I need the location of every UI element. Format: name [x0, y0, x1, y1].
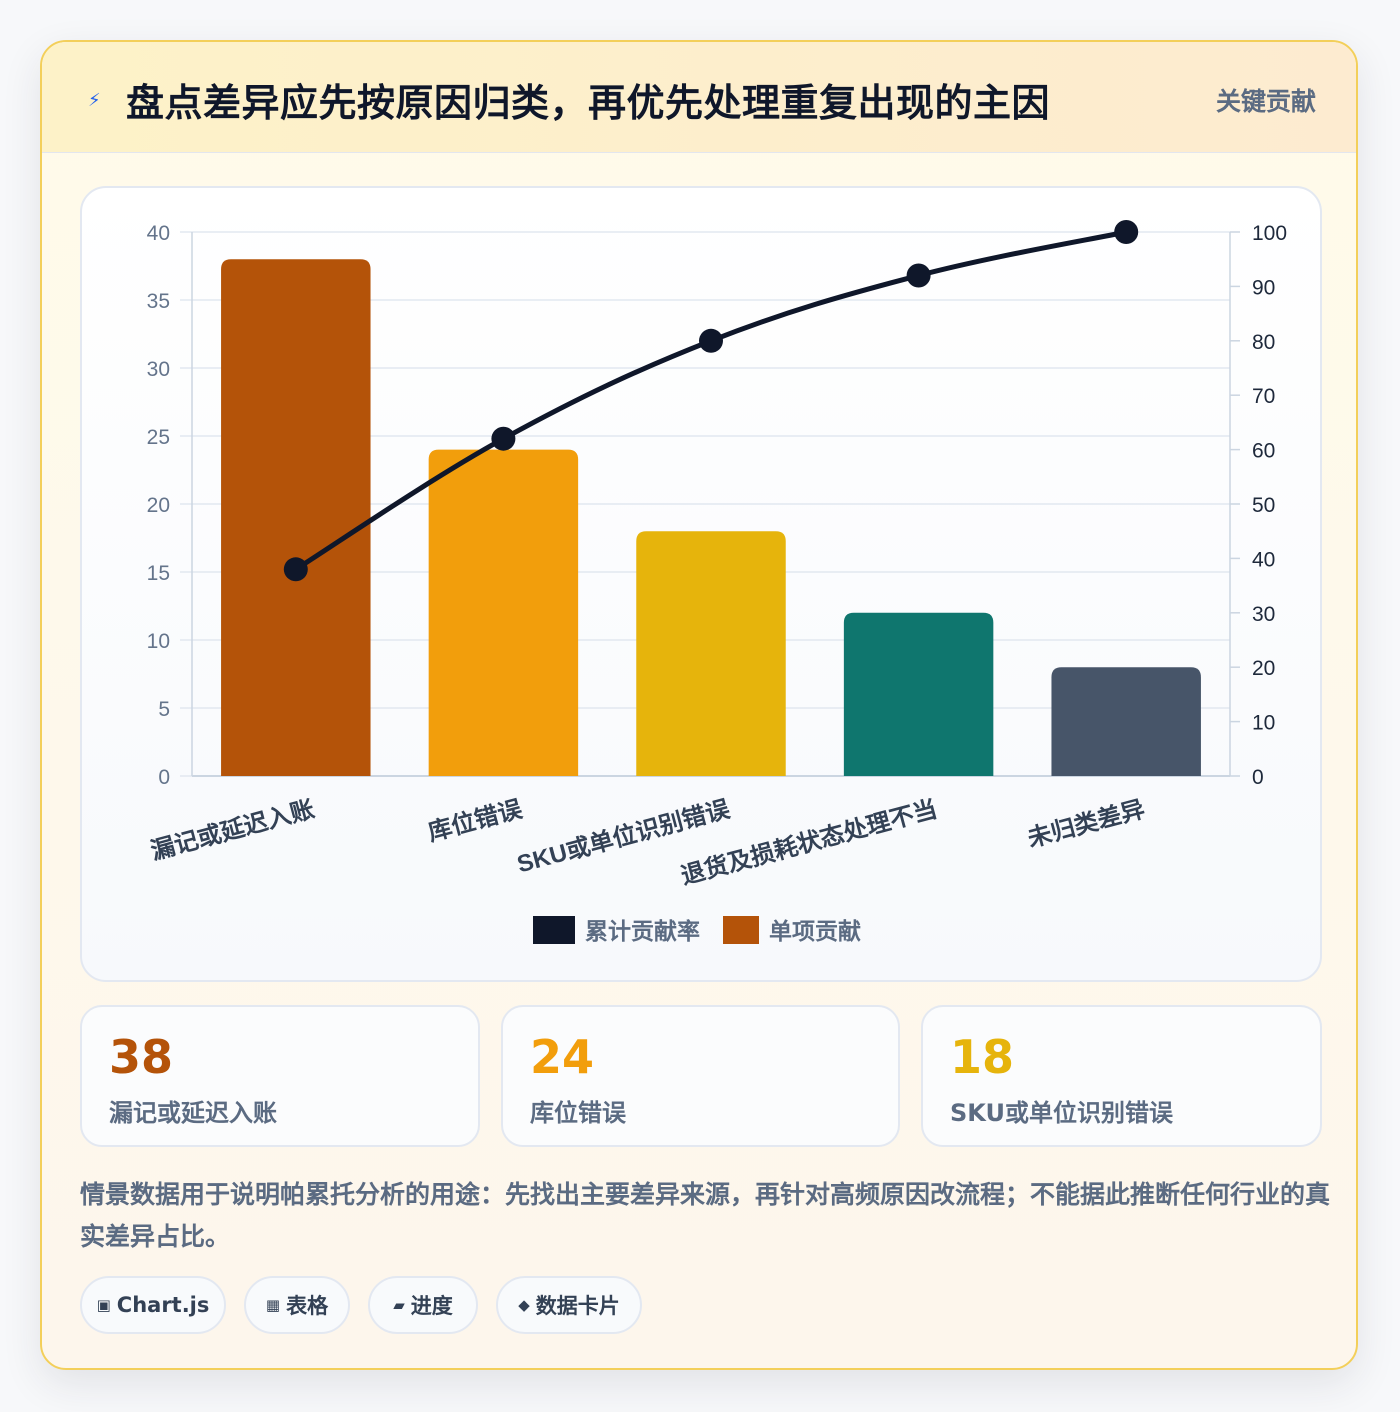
table-icon: ▦	[265, 1296, 281, 1314]
bar-5	[1051, 667, 1201, 776]
stat-value: 24	[530, 1030, 595, 1084]
left-axis-tick-label: 15	[147, 562, 170, 585]
cumulative-point-4	[906, 263, 931, 288]
bar-2	[428, 449, 579, 776]
left-axis-tick-label: 40	[147, 222, 170, 245]
x-axis-category-label: 漏记或延迟入账	[148, 796, 317, 866]
legend-label: 累计贡献率	[585, 918, 700, 944]
progress-icon: ▰	[393, 1296, 405, 1314]
left-axis-tick-label: 20	[147, 494, 170, 517]
right-axis-tick-label: 20	[1252, 657, 1275, 680]
x-axis-category-label: 库位错误	[425, 794, 526, 846]
chart-card: ⚡ 盘点差异应先按原因归类，再优先处理重复出现的主因 关键贡献 0 5 10 15 20…	[40, 40, 1358, 1370]
tag-label: 进度	[410, 1294, 453, 1318]
key-contribution-badge: 关键贡献	[1215, 87, 1316, 116]
left-axis-tick-label: 35	[147, 290, 170, 313]
cumulative-line	[293, 229, 1129, 572]
stat-label: 漏记或延迟入账	[109, 1099, 277, 1127]
right-axis-tick-label: 70	[1252, 385, 1275, 408]
pareto-chart: 0 5 10 15 20 25 30 35 40 0 10 20 30 40 50 60 70 80 90 100 漏记…	[147, 220, 1287, 944]
tag-progress[interactable]: ▰ 进度	[368, 1276, 478, 1334]
stat-card-3: 18 SKU或单位识别错误	[921, 1005, 1322, 1147]
card-header: ⚡ 盘点差异应先按原因归类，再优先处理重复出现的主因 关键贡献	[42, 42, 1356, 153]
right-axis-tick-label: 0	[1252, 766, 1264, 789]
stat-label: SKU或单位识别错误	[950, 1099, 1173, 1127]
cumulative-point-5	[1114, 220, 1139, 244]
cumulative-point-3	[699, 328, 723, 353]
tag-label: Chart.js	[116, 1293, 210, 1317]
left-axis-tick-label: 0	[158, 766, 170, 789]
right-axis-tick-label: 30	[1252, 603, 1275, 626]
stat-value: 18	[950, 1030, 1015, 1084]
stat-value: 38	[109, 1030, 174, 1084]
tag-data-card[interactable]: ◆ 数据卡片	[496, 1276, 642, 1334]
right-axis-tick-label: 60	[1252, 440, 1275, 463]
left-axis-tick-label: 30	[147, 358, 170, 381]
right-axis-tick-label: 90	[1252, 276, 1275, 299]
right-axis-tick-label: 80	[1252, 331, 1275, 354]
pareto-chart-panel: 0 5 10 15 20 25 30 35 40 0 10 20 30 40 50 60 70 80 90 100 漏记…	[80, 186, 1322, 982]
left-axis-tick-label: 25	[147, 426, 170, 449]
cumulative-point-2	[491, 426, 516, 451]
tag-label: 表格	[286, 1294, 329, 1318]
right-axis-tick-label: 10	[1252, 712, 1275, 735]
right-axis-tick-label: 40	[1252, 548, 1275, 571]
data-card-icon: ◆	[518, 1296, 530, 1314]
cumulative-point-1	[283, 557, 308, 582]
right-axis-tick-label: 50	[1252, 494, 1275, 517]
lightning-bolt-icon: ⚡	[88, 90, 101, 111]
chart-icon: ▣	[96, 1296, 111, 1314]
left-axis-tick-label: 5	[158, 698, 170, 721]
bar-1	[221, 259, 371, 776]
tag-chartjs[interactable]: ▣ Chart.js	[80, 1276, 226, 1334]
stat-label: 库位错误	[530, 1099, 626, 1127]
tag-label: 数据卡片	[535, 1294, 620, 1318]
x-axis-category-label: 未归类差异	[1025, 795, 1148, 853]
card-title: 盘点差异应先按原因归类，再优先处理重复出现的主因	[126, 81, 1051, 125]
stat-card-1: 38 漏记或延迟入账	[80, 1005, 480, 1147]
tag-table[interactable]: ▦ 表格	[244, 1276, 350, 1334]
left-axis-tick-label: 10	[147, 630, 170, 653]
legend-swatch	[533, 916, 575, 944]
scenario-note: 情景数据用于说明帕累托分析的用途：先找出主要差异来源，再针对高频原因改流程；不能…	[80, 1180, 1331, 1251]
legend-label: 单项贡献	[769, 918, 861, 944]
bar-4	[843, 612, 994, 776]
stat-card-2: 24 库位错误	[501, 1005, 900, 1147]
legend-swatch	[723, 916, 759, 944]
right-axis-tick-label: 100	[1252, 222, 1287, 245]
bar-3	[636, 531, 786, 776]
